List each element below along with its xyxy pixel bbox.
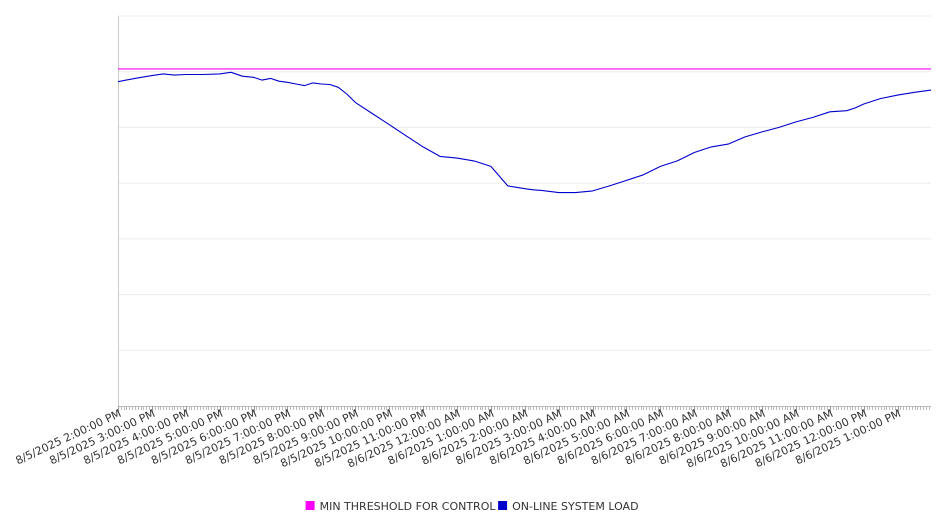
axes xyxy=(118,16,931,412)
legend-swatch-0 xyxy=(305,501,315,510)
x-axis-tick-labels: 8/5/2025 2:00:00 PM8/5/2025 3:00:00 PM8/… xyxy=(14,407,903,471)
grid-lines xyxy=(118,15,931,351)
legend: MIN THRESHOLD FOR CONTROL ON-LINE SYSTEM … xyxy=(305,500,639,513)
legend-label-1: ON-LINE SYSTEM LOAD xyxy=(512,500,638,513)
legend-label-0: MIN THRESHOLD FOR CONTROL xyxy=(320,500,497,513)
legend-swatch-1 xyxy=(498,501,508,510)
series-layer xyxy=(117,68,932,194)
series-line-1 xyxy=(117,71,932,194)
